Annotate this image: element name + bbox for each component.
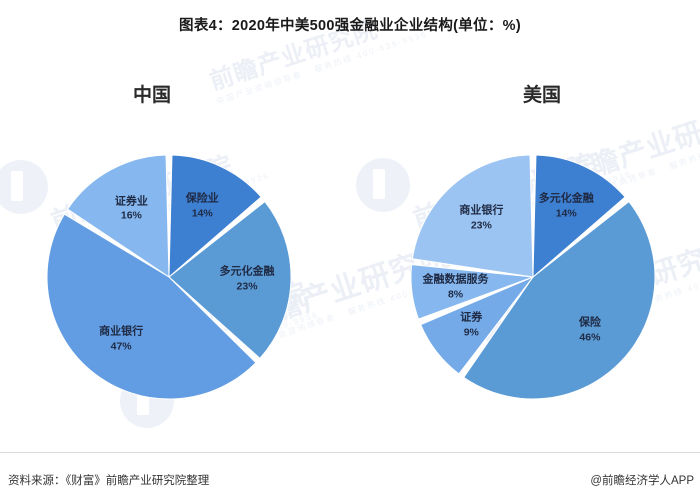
pie-chart-usa: 多元化金融 14% 保险 46% 证券 9% 金融数据服务 8% 商业银行 23% bbox=[408, 152, 658, 402]
pie-slice[interactable] bbox=[410, 264, 534, 320]
footer-divider bbox=[0, 452, 700, 453]
pie-svg-china bbox=[46, 154, 292, 400]
source-note: 资料来源：《财富》前瞻产业研究院整理 bbox=[8, 475, 210, 487]
app-credit: @前瞻经济学人APP bbox=[590, 475, 694, 487]
pie-slice[interactable] bbox=[168, 154, 262, 279]
page-title: 图表4：2020年中美500强金融业企业结构(单位：%) bbox=[179, 18, 521, 34]
pie-slice[interactable] bbox=[463, 200, 656, 400]
pie-slice[interactable] bbox=[168, 200, 292, 360]
pie-panel-china: 中国 保险业 14% 多元化金融 23% 商业银行 47% 证券业 16% bbox=[28, 80, 328, 410]
pie-chart-china: 保险业 14% 多元化金融 23% 商业银行 47% 证券业 16% bbox=[44, 152, 294, 402]
panel-title-china: 中国 bbox=[132, 85, 171, 106]
pie-svg-usa bbox=[410, 154, 656, 400]
pie-panel-usa: 美国 多元化金融 14% 保险 46% 证券 9% 金融数据服务 8% 商业银行 23% bbox=[392, 80, 692, 410]
panel-title-usa: 美国 bbox=[522, 85, 561, 106]
pie-slice[interactable] bbox=[532, 154, 626, 279]
pie-slice[interactable] bbox=[420, 275, 535, 375]
pie-slice[interactable] bbox=[411, 154, 534, 278]
pie-slice[interactable] bbox=[66, 154, 170, 278]
pie-slice[interactable] bbox=[46, 213, 257, 400]
